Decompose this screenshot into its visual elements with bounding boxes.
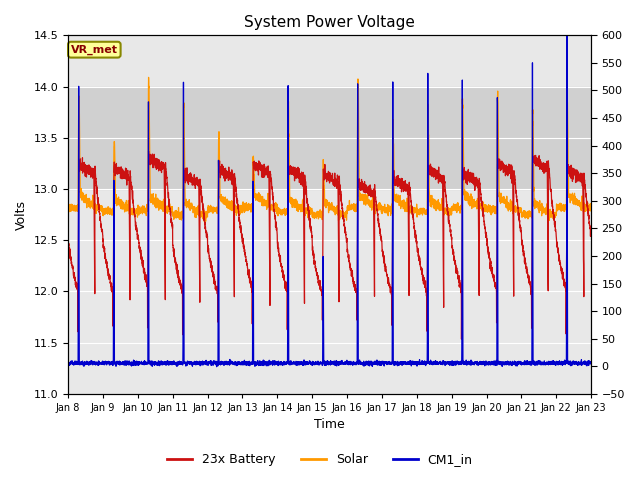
- Text: VR_met: VR_met: [71, 45, 118, 55]
- Y-axis label: Volts: Volts: [15, 200, 28, 229]
- Legend: 23x Battery, Solar, CM1_in: 23x Battery, Solar, CM1_in: [163, 448, 477, 471]
- X-axis label: Time: Time: [314, 419, 345, 432]
- Title: System Power Voltage: System Power Voltage: [244, 15, 415, 30]
- Bar: [68, 86, 591, 189]
